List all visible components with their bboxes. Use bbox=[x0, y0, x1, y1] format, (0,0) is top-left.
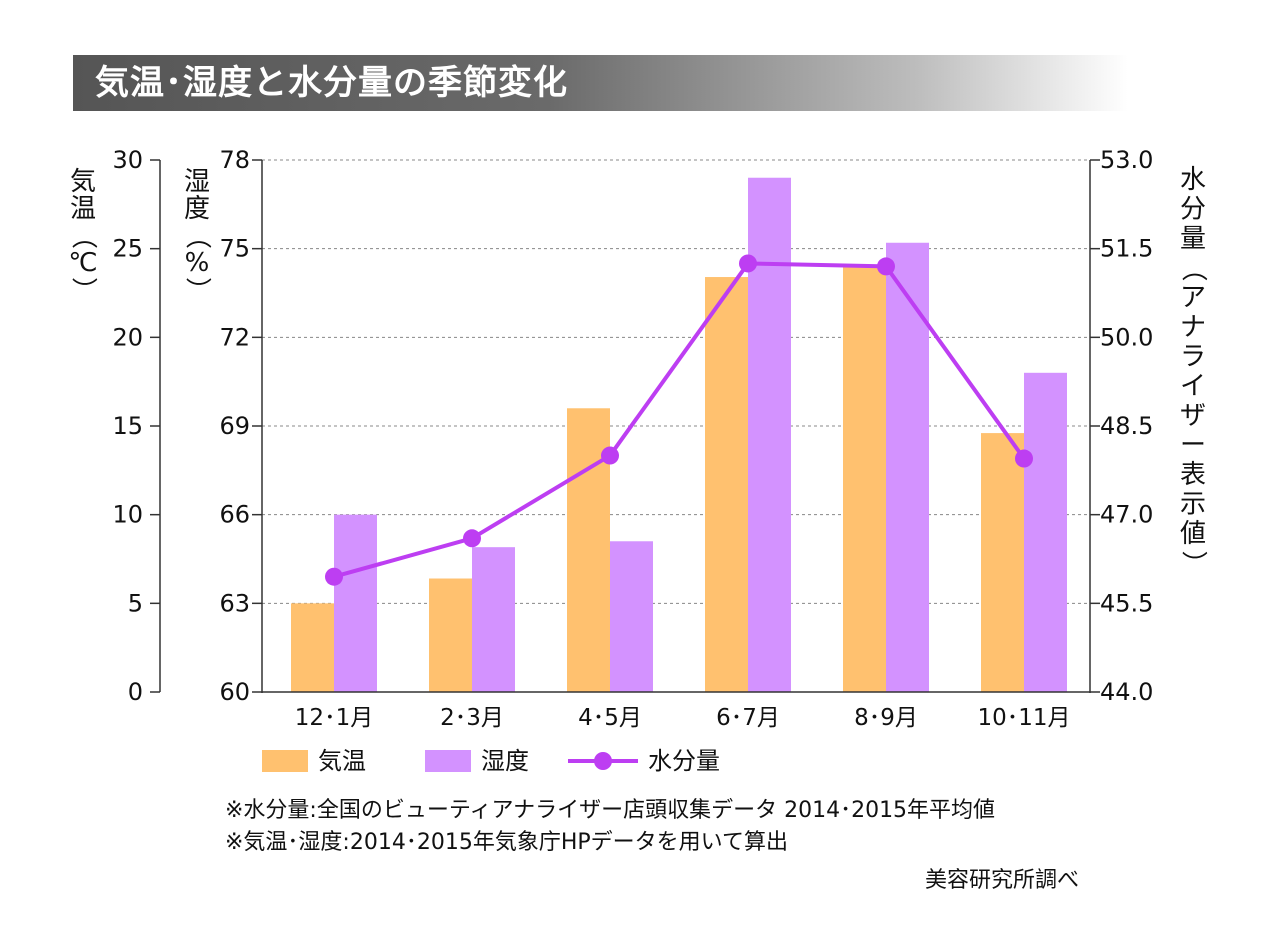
bar-humidity bbox=[472, 547, 515, 692]
note-moisture: ※水分量:全国のビューティアナライザー店頭収集データ 2014･2015年平均値 bbox=[225, 798, 996, 823]
humidity-axis-title-char: ） bbox=[182, 277, 212, 303]
moisture-point bbox=[601, 446, 619, 465]
moisture-axis-title-char: 示 bbox=[1180, 490, 1206, 520]
legend-label-moisture: 水分量 bbox=[648, 747, 720, 775]
category-label: 6･7月 bbox=[716, 705, 780, 731]
category-label: 10･11月 bbox=[977, 705, 1070, 731]
legend-swatch-humidity bbox=[425, 750, 471, 772]
moisture-axis-title-char: 表 bbox=[1180, 460, 1206, 490]
bar-temperature bbox=[705, 277, 748, 692]
temperature-tick-label: 20 bbox=[112, 323, 143, 351]
moisture-axis-title-char: ー bbox=[1180, 431, 1206, 461]
humidity-axis-title-char: % bbox=[185, 248, 210, 278]
bar-temperature bbox=[981, 433, 1024, 692]
moisture-tick-label: 51.5 bbox=[1100, 235, 1153, 263]
bar-temperature bbox=[429, 578, 472, 692]
humidity-axis-title-char: 度 bbox=[184, 194, 210, 224]
bar-humidity bbox=[886, 242, 929, 692]
legend-label-humidity: 湿度 bbox=[481, 747, 529, 775]
category-label: 8･9月 bbox=[854, 705, 918, 731]
moisture-tick-label: 45.5 bbox=[1100, 589, 1153, 617]
bar-humidity bbox=[748, 177, 791, 692]
moisture-axis-title-char: ア bbox=[1180, 283, 1206, 313]
category-label: 4･5月 bbox=[578, 705, 642, 731]
legend-swatch-temperature bbox=[262, 750, 308, 772]
bar-humidity bbox=[1024, 372, 1067, 692]
moisture-tick-label: 53.0 bbox=[1100, 146, 1153, 174]
bar-temperature bbox=[291, 603, 334, 692]
humidity-tick-label: 75 bbox=[219, 235, 250, 263]
legend-marker-moisture bbox=[594, 752, 612, 770]
category-label: 2･3月 bbox=[440, 705, 504, 731]
moisture-tick-label: 50.0 bbox=[1100, 323, 1153, 351]
moisture-axis-title-char: （ bbox=[1178, 255, 1208, 281]
moisture-axis-title-char: 値 bbox=[1180, 519, 1206, 549]
temperature-tick-label: 10 bbox=[112, 501, 143, 529]
humidity-tick-label: 69 bbox=[219, 412, 250, 440]
moisture-point bbox=[1015, 449, 1033, 468]
moisture-tick-label: 44.0 bbox=[1100, 678, 1153, 706]
moisture-tick-label: 48.5 bbox=[1100, 412, 1153, 440]
chart-title: 気温･湿度と水分量の季節変化 bbox=[95, 63, 568, 103]
humidity-tick-label: 66 bbox=[219, 501, 250, 529]
temperature-axis-title-char: ℃ bbox=[68, 248, 97, 278]
humidity-tick-label: 78 bbox=[219, 146, 250, 174]
bars bbox=[291, 177, 1067, 692]
moisture-axis-title-char: イ bbox=[1180, 372, 1206, 402]
temperature-axis-title-char: ） bbox=[68, 277, 98, 303]
moisture-point bbox=[325, 567, 343, 586]
credit: 美容研究所調べ bbox=[925, 868, 1080, 893]
temperature-axis-title-char: 気 bbox=[70, 167, 96, 197]
moisture-axis-title-char: ラ bbox=[1180, 342, 1206, 372]
temperature-tick-label: 15 bbox=[112, 412, 143, 440]
moisture-point bbox=[877, 257, 895, 276]
moisture-axis-title-char: 水 bbox=[1180, 165, 1206, 195]
temperature-axis-title-char: （ bbox=[68, 223, 98, 249]
axes: 0 60 44.0 5 63 45.5 10 66 47.0 15 69 48.5 20 72 50.0 25… bbox=[68, 146, 1208, 731]
temperature-tick-label: 25 bbox=[112, 235, 143, 263]
moisture-line bbox=[325, 254, 1033, 586]
temperature-axis-title-char: 温 bbox=[70, 194, 96, 224]
legend: 気温 湿度 水分量 bbox=[262, 747, 720, 775]
note-temp-humidity: ※気温･湿度:2014･2015年気象庁HPデータを用いて算出 bbox=[225, 830, 788, 855]
moisture-axis-title-char: 分 bbox=[1180, 195, 1206, 225]
gridlines bbox=[262, 159, 1090, 604]
moisture-line-path bbox=[333, 261, 1026, 579]
bar-temperature bbox=[843, 264, 886, 692]
title-bar bbox=[73, 55, 1128, 111]
humidity-tick-label: 60 bbox=[219, 678, 250, 706]
temperature-tick-label: 5 bbox=[128, 589, 143, 617]
moisture-axis-title-char: 量 bbox=[1180, 224, 1206, 254]
humidity-axis-title-char: （ bbox=[182, 223, 212, 249]
legend-label-temperature: 気温 bbox=[318, 747, 366, 775]
moisture-axis-title-char: ナ bbox=[1180, 313, 1206, 343]
moisture-axis-title-char: ザ bbox=[1180, 401, 1206, 431]
moisture-tick-label: 47.0 bbox=[1100, 501, 1153, 529]
humidity-tick-label: 63 bbox=[219, 589, 250, 617]
temperature-tick-label: 0 bbox=[128, 678, 143, 706]
bar-humidity bbox=[334, 514, 377, 692]
moisture-point bbox=[463, 529, 481, 548]
bar-humidity bbox=[610, 541, 653, 692]
humidity-axis-title-char: 湿 bbox=[184, 167, 210, 197]
humidity-tick-label: 72 bbox=[219, 323, 250, 351]
category-label: 12･1月 bbox=[295, 705, 373, 731]
moisture-point bbox=[739, 254, 757, 273]
moisture-axis-title-char: ） bbox=[1178, 550, 1208, 576]
temperature-tick-label: 30 bbox=[112, 146, 143, 174]
